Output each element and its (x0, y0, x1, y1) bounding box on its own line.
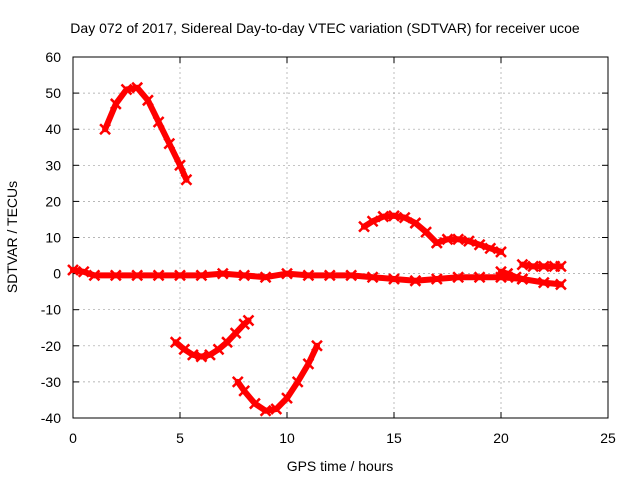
segment-4-point (291, 376, 304, 388)
segment-5-point (398, 211, 411, 224)
segment-8-point (537, 260, 550, 273)
segment-1-point (180, 173, 193, 186)
segment-1-point (152, 116, 165, 128)
segment-6-point (495, 246, 507, 258)
y-tick-label: -40 (41, 410, 61, 426)
y-tick-label: -10 (41, 302, 61, 318)
segment-5-point (358, 220, 370, 233)
y-tick-label: 30 (45, 157, 61, 173)
y-tick-label: 50 (45, 85, 61, 101)
x-tick-label: 10 (279, 430, 295, 446)
segment-3-point (221, 336, 233, 349)
segment-2-point (131, 269, 144, 282)
segment-5-point (420, 226, 432, 238)
segment-2-point (67, 264, 79, 276)
segment-4-point (281, 392, 293, 405)
y-tick-label: -30 (41, 374, 61, 390)
segment-6-point (441, 233, 454, 246)
segment-2-point (537, 276, 550, 289)
y-axis-label: SDTVAR / TECUs (4, 181, 20, 293)
segment-2-point (302, 269, 315, 282)
segment-7-line (498, 268, 526, 282)
segment-6-point (473, 238, 486, 251)
segment-6-point (452, 233, 465, 246)
x-tick-labels: 0 5 10 15 20 25 (69, 430, 616, 446)
segment-5-point (409, 217, 422, 229)
series-layer (67, 81, 567, 417)
y-tick-label: 40 (45, 121, 61, 137)
segment-7-point (501, 267, 514, 280)
segment-2-point (216, 267, 229, 280)
segment-2-point (174, 269, 186, 282)
segment-2-line (70, 267, 564, 288)
segment-4-point (302, 357, 315, 370)
segment-8-point (527, 260, 539, 273)
segment-7-point (516, 273, 529, 285)
segment-5-point (388, 209, 400, 222)
segment-2-point (281, 267, 293, 280)
segment-6-point (430, 237, 443, 249)
y-tick-label: -20 (41, 338, 61, 354)
segment-2-point (259, 271, 272, 284)
segment-2-point (77, 265, 90, 278)
segment-2-point (109, 269, 122, 282)
segment-3-point (195, 350, 208, 363)
segment-3-point (204, 348, 216, 361)
segment-4-point (238, 385, 251, 397)
segment-1-point (142, 94, 154, 107)
y-tick-label: 0 (53, 266, 61, 282)
segment-1-point (163, 137, 176, 150)
y-tick-labels: -40 -30 -20 -10 0 10 20 30 40 50 60 (41, 49, 61, 426)
segment-2-point (238, 269, 251, 282)
segment-2-point (409, 274, 422, 287)
segment-2-point (473, 271, 486, 284)
segment-2-point (88, 269, 101, 282)
segment-1-point (174, 159, 186, 172)
segment-3-point (186, 348, 199, 361)
segment-1-point (99, 123, 111, 136)
segment-2-point (366, 271, 379, 284)
segment-4-point (270, 403, 283, 415)
segment-2-point (430, 273, 443, 285)
axis-ticks (72, 56, 609, 419)
segment-2-point (388, 273, 400, 285)
segment-1-point (109, 98, 122, 110)
segment-8-point (555, 260, 567, 273)
x-axis-label: GPS time / hours (287, 458, 394, 474)
chart-title: Day 072 of 2017, Sidereal Day-to-day VTE… (70, 20, 580, 36)
segment-6-point (484, 242, 497, 255)
segment-3-point (229, 327, 242, 340)
segment-4-point (259, 404, 272, 417)
segment-6-point (463, 235, 475, 247)
segment-4-point (231, 376, 244, 388)
segment-1-point (131, 81, 144, 94)
segment-5-point (377, 210, 390, 223)
y-tick-label: 60 (45, 49, 61, 65)
segment-8-point (516, 258, 529, 271)
segment-2-point (323, 269, 336, 282)
segment-3-point (242, 314, 255, 327)
x-tick-label: 20 (493, 430, 509, 446)
segment-2-point (345, 269, 358, 282)
segment-2-point (555, 278, 567, 291)
segment-2-point (195, 269, 208, 282)
x-tick-label: 5 (176, 430, 184, 446)
x-tick-label: 0 (69, 430, 77, 446)
segment-5-point (366, 215, 379, 228)
x-tick-label: 25 (600, 430, 616, 446)
segment-2-point (152, 269, 165, 282)
y-tick-label: 10 (45, 230, 61, 246)
segment-2-point (452, 271, 465, 284)
y-tick-label: 20 (45, 193, 61, 209)
segment-3-point (178, 343, 191, 356)
segment-1-point (120, 83, 133, 96)
segment-4-line (234, 342, 320, 414)
x-tick-label: 15 (386, 430, 402, 446)
segment-4-point (311, 339, 323, 352)
segment-4-point (249, 397, 261, 410)
